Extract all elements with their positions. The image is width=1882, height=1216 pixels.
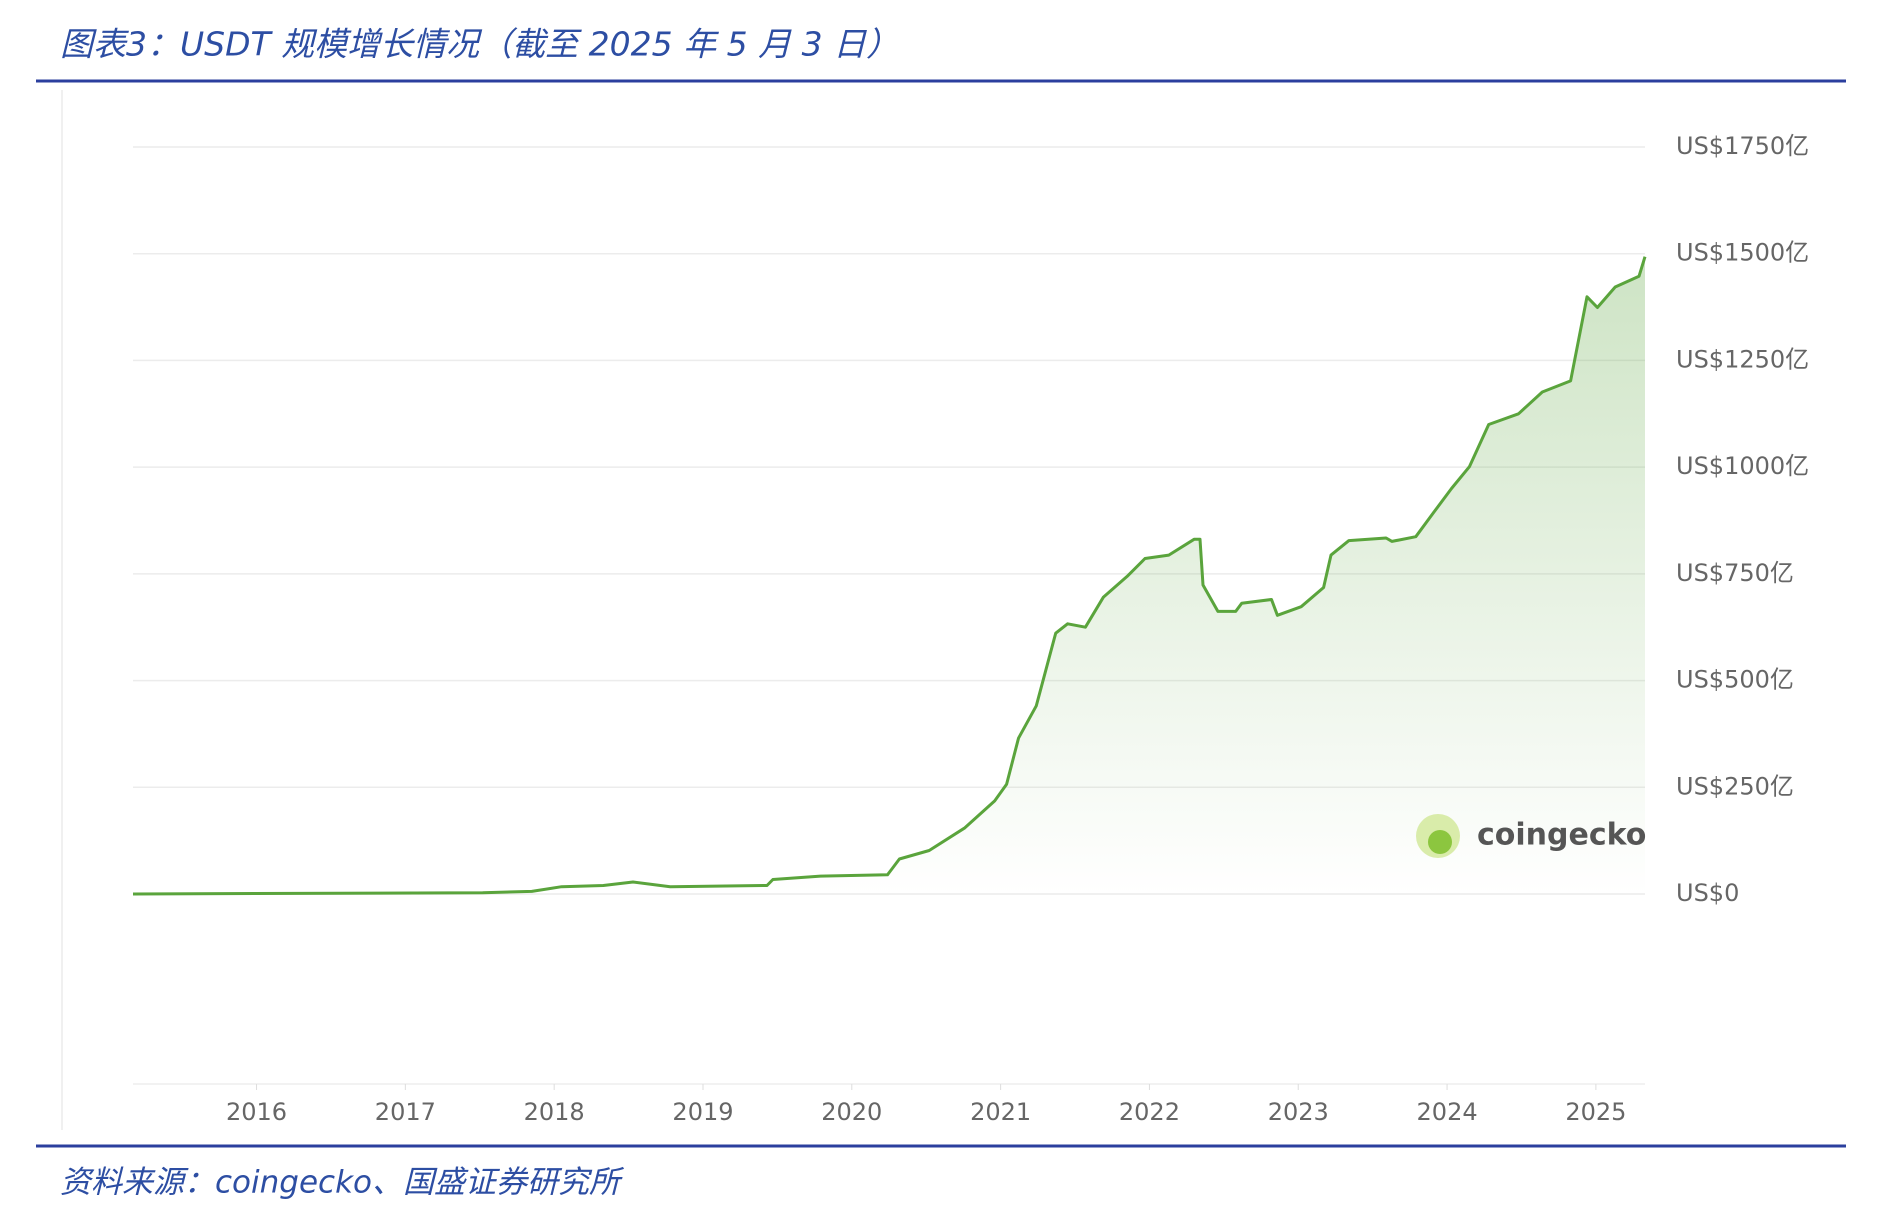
page-title: 图表3：USDT 规模增长情况（截至 2025 年 5 月 3 日） [60,25,899,64]
y-tick-label: US$1000亿 [1676,452,1809,480]
x-tick-label: 2020 [821,1098,882,1126]
y-tick-label: US$750亿 [1676,559,1794,587]
x-tick-label: 2021 [970,1098,1031,1126]
x-tick-label: 2024 [1417,1098,1478,1126]
x-tick-label: 2019 [672,1098,733,1126]
watermark-logo-inner [1428,830,1452,854]
x-tick-label: 2017 [375,1098,436,1126]
area-fill [133,256,1645,894]
line [132,256,1647,896]
x-tick-label: 2025 [1565,1098,1626,1126]
source-note: 资料来源：coingecko、国盛证券研究所 [60,1165,625,1201]
x-tick-label: 2022 [1119,1098,1180,1126]
y-tick-label: US$500亿 [1676,666,1794,694]
y-tick-label: US$1250亿 [1676,345,1809,373]
x-tick-label: 2023 [1268,1098,1329,1126]
y-tick-label: US$250亿 [1676,772,1794,800]
y-tick-label: US$1500亿 [1676,239,1809,267]
y-tick-label: US$0 [1676,879,1739,907]
plot: US$0 US$250亿 US$500亿 US$750亿 US$1000亿 US$1250… [132,132,1809,1126]
watermark: coingecko [1477,818,1646,853]
x-tick-label: 2016 [226,1098,287,1126]
y-tick-label: US$1750亿 [1676,132,1809,160]
x-tick-label: 2018 [524,1098,585,1126]
